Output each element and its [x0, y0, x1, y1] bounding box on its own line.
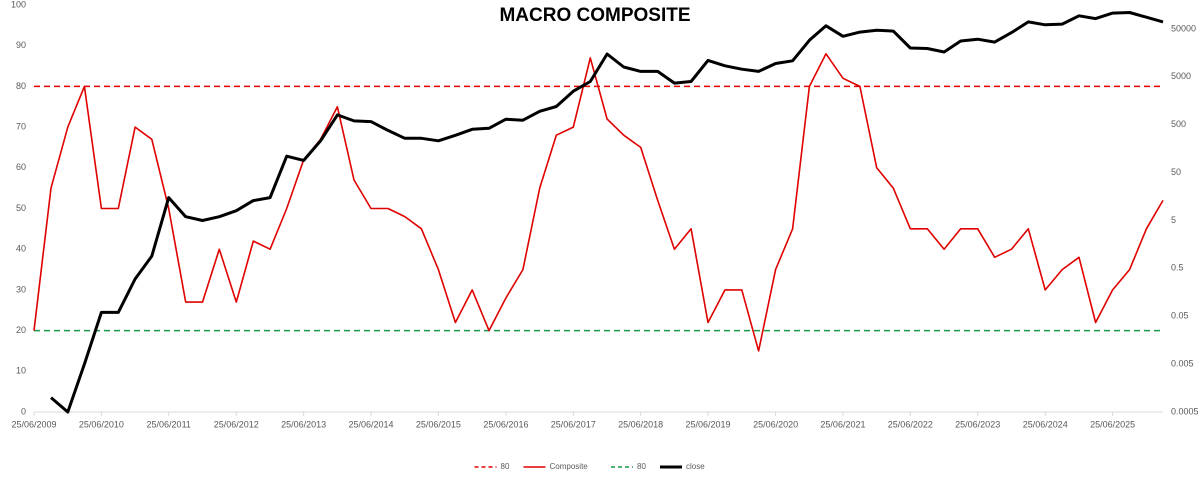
x-tick-label: 25/06/2020 [753, 419, 798, 429]
x-tick-label: 25/06/2014 [348, 419, 393, 429]
y-tick-label: 80 [16, 81, 26, 91]
y-tick-label: 50 [16, 203, 26, 213]
y2-tick-label: 5000 [1171, 71, 1191, 81]
y2-tick-label: 5 [1171, 215, 1176, 225]
x-tick-label: 25/06/2011 [147, 419, 191, 429]
legend-label: 80 [501, 462, 510, 471]
y2-tick-label: 0.005 [1171, 358, 1194, 368]
y-tick-label: 90 [16, 40, 26, 50]
x-tick-label: 25/06/2021 [820, 419, 865, 429]
y-tick-label: 100 [11, 0, 26, 9]
x-tick-label: 25/06/2024 [1023, 419, 1068, 429]
x-tick-label: 25/06/2018 [618, 419, 663, 429]
x-tick-label: 25/06/2022 [888, 419, 933, 429]
x-tick-label: 25/06/2017 [551, 419, 596, 429]
x-tick-label: 25/06/2013 [281, 419, 326, 429]
y-tick-label: 20 [16, 325, 26, 335]
x-tick-label: 25/06/2019 [686, 419, 731, 429]
y-tick-label: 0 [21, 406, 26, 416]
x-tick-label: 25/06/2010 [79, 419, 124, 429]
x-tick-label: 25/06/2015 [416, 419, 461, 429]
y-tick-label: 40 [16, 244, 26, 254]
y2-tick-label: 0.05 [1171, 311, 1189, 321]
y2-tick-label: 50 [1171, 167, 1181, 177]
legend-label: 80 [637, 462, 646, 471]
legend-label: close [686, 462, 705, 471]
x-tick-label: 25/06/2012 [214, 419, 259, 429]
y2-tick-label: 50000 [1171, 23, 1196, 33]
y-tick-label: 60 [16, 162, 26, 172]
x-tick-label: 25/06/2023 [955, 419, 1000, 429]
y-tick-label: 70 [16, 121, 26, 131]
y2-tick-label: 0.0005 [1171, 406, 1199, 416]
chart-title: MACRO COMPOSITE [499, 5, 690, 26]
y-tick-label: 10 [16, 366, 26, 376]
y-tick-label: 30 [16, 284, 26, 294]
legend-label: Composite [550, 462, 589, 471]
y2-tick-label: 500 [1171, 119, 1186, 129]
x-tick-label: 25/06/2016 [483, 419, 528, 429]
series-line [50, 11, 1164, 414]
x-tick-label: 25/06/2009 [11, 419, 56, 429]
x-tick-label: 25/06/2025 [1090, 419, 1135, 429]
series-line [33, 53, 1164, 352]
y2-tick-label: 0.5 [1171, 263, 1184, 273]
